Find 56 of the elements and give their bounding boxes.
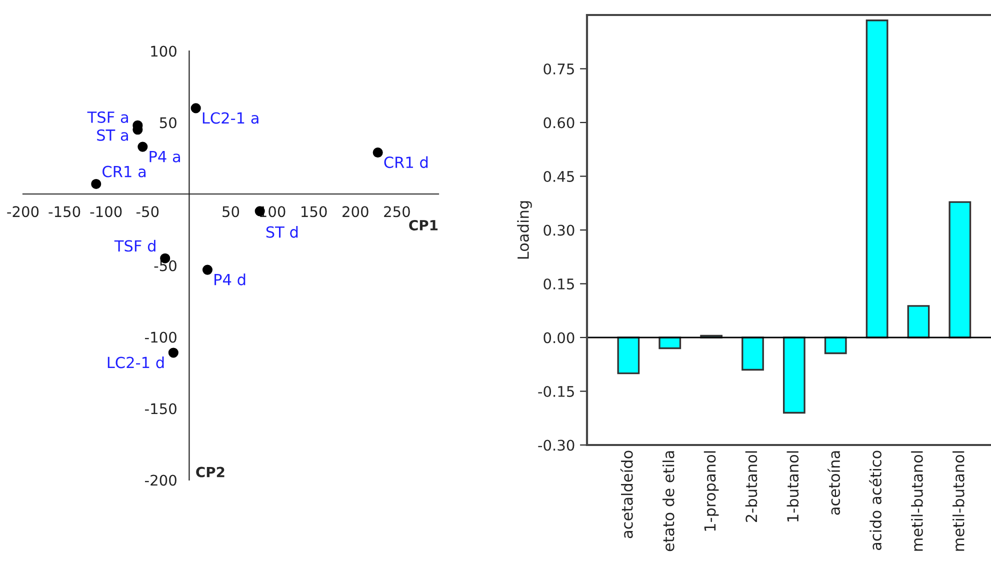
x-tick-label: -100 [90,206,122,218]
y-tick-label: -0.15 [538,386,574,397]
annotation: P4 d [214,274,246,286]
annotation: CR1 d [384,156,428,168]
bar [866,20,888,338]
point [168,348,178,358]
point [202,264,213,275]
x-tick-label: acetoína [828,451,840,515]
x-tick-label: metil-butanol [952,451,964,551]
y-tick-label: 0.60 [544,117,574,128]
point [91,178,102,190]
y-tick-label: 0.45 [544,170,574,182]
y-tick-label: 0.15 [544,278,574,290]
bar [617,336,640,374]
x-tick-label: 200 [342,206,368,218]
y-tick-label: 0.30 [544,224,574,236]
y-axis-title: Loading [517,201,532,259]
point [190,103,201,114]
y-axis-title: CP2 [196,466,224,478]
annotation: P4 a [150,151,180,162]
bar [824,336,847,354]
x-tick-label: 250 [384,206,410,218]
annotation: TSF a [87,111,128,123]
annotation: LC2-1 d [108,356,164,368]
x-tick-label: etato de etila [662,451,674,552]
x-tick-label: acetaldeído [620,450,633,538]
annotation: ST d [266,226,298,238]
bar [742,336,764,371]
x-tick-label: -200 [7,206,39,218]
point [138,142,148,152]
x-tick-label: acido acético [869,450,882,550]
y-tick-label: -150 [145,403,176,414]
point [372,147,383,158]
y-tick-label: 100 [151,46,176,57]
bar [948,201,972,338]
annotation: TSF d [114,240,156,252]
y-tick-label: 0.00 [544,332,574,344]
annotation: ST a [97,129,128,141]
annotation: LC2-1 a [202,112,258,124]
x-tick-label: 50 [222,206,240,218]
annotation: CR1 a [102,166,146,178]
y-tick-label: -100 [145,332,176,343]
x-tick-label: metil-butanol [911,451,923,551]
x-tick-label: 150 [302,206,327,218]
bar [907,305,930,338]
y-tick-label: -0.30 [538,440,574,451]
y-tick-label: 50 [160,117,176,128]
bar [782,336,806,414]
x-tick-label: -150 [48,206,80,218]
x-tick-label: 1-butanol [786,451,799,522]
x-tick-label: 2-butanol [745,451,758,522]
x-tick-label: 1-propanol [704,451,719,531]
bar [658,336,682,350]
x-tick-label: -50 [136,206,159,218]
y-tick-label: 0.75 [544,63,574,74]
x-axis-title: CP1 [409,220,438,230]
